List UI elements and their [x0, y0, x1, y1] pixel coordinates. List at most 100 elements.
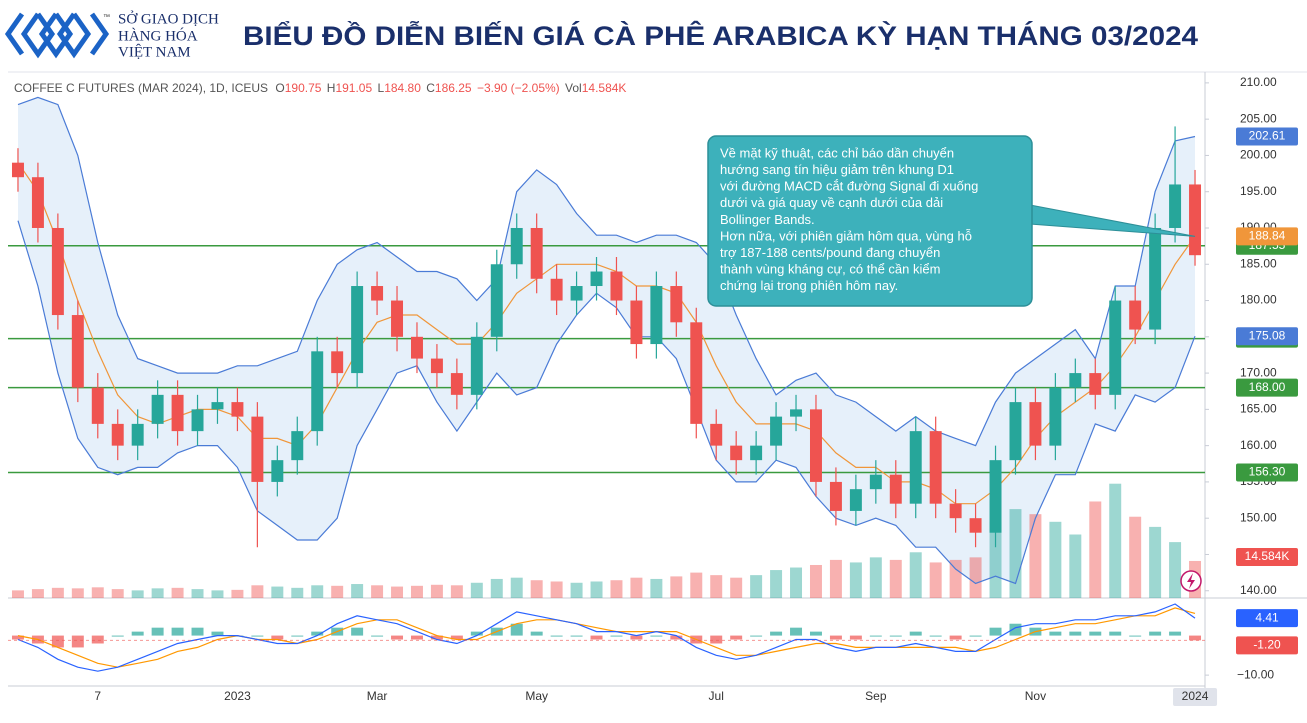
annotation-text: thành vùng kháng cự, có thể cần kiểm [720, 262, 940, 277]
volume-bar [31, 589, 44, 598]
candle-body [710, 423, 723, 446]
candle-body [650, 286, 663, 345]
macd-line [17, 603, 1196, 672]
macd-histogram-bar [710, 635, 723, 644]
candle-body [869, 474, 882, 490]
candle-body [71, 315, 84, 388]
macd-histogram-bar [550, 635, 563, 637]
candle-body [750, 445, 763, 461]
volume-bar [809, 564, 822, 598]
volume-bar [231, 589, 244, 598]
candle-body [351, 286, 364, 374]
volume-bar [71, 588, 84, 598]
x-tick-label: 2023 [224, 689, 251, 703]
candle-body [969, 518, 982, 533]
macd-histogram-bar [949, 635, 962, 640]
candle-body [1189, 184, 1202, 256]
macd-histogram-bar [271, 635, 284, 640]
volume-bar [131, 590, 144, 598]
replay-icon[interactable] [1180, 570, 1202, 592]
macd-histogram-bar [1169, 631, 1182, 636]
candle-body [91, 387, 104, 424]
candle-body [111, 423, 124, 446]
macd-histogram-bar [131, 631, 144, 636]
annotation-text: hướng sang tín hiệu giảm trên khung D1 [720, 162, 954, 177]
annotation-box [707, 135, 1033, 307]
candle-body [171, 394, 184, 432]
candle-body [829, 481, 842, 511]
candle-body [849, 489, 862, 511]
volume-bar [1109, 483, 1122, 598]
macd-histogram-bar [1049, 631, 1062, 636]
candle-body [730, 445, 743, 461]
candle-body [889, 474, 902, 504]
legend-value: 190.75 [285, 81, 322, 95]
volume-bar [909, 552, 922, 598]
volume-bar [1169, 542, 1182, 598]
volume-bar [630, 577, 643, 598]
candle-body [1089, 373, 1102, 395]
legend-key: L [378, 81, 385, 95]
annotation-text: Về mặt kỹ thuật, các chỉ báo dần chuyển [720, 145, 954, 160]
macd-histogram-bar [570, 635, 583, 637]
logo-trademark: ™ [103, 14, 110, 21]
volume-bar [989, 521, 1002, 598]
volume-bar [790, 567, 803, 598]
candle-body [11, 162, 24, 178]
macd-histogram-bar [730, 635, 743, 640]
volume-bar [1149, 526, 1162, 598]
volume-bar [490, 578, 503, 598]
macd-histogram-bar [91, 635, 104, 644]
volume-bar [570, 582, 583, 598]
volume-bar [869, 557, 882, 598]
macd-histogram-bar [1009, 623, 1022, 636]
macd-histogram-bar [809, 631, 822, 636]
candle-body [331, 351, 344, 374]
volume-bar [770, 570, 783, 598]
plot-layer: 72023MarMayJulSepNov2024140.00145.00150.… [8, 75, 1298, 706]
volume-bar [969, 557, 982, 598]
volume-bar [151, 588, 164, 598]
macd-histogram-bar [630, 635, 643, 640]
candle-body [1149, 227, 1162, 330]
volume-bar [430, 584, 443, 598]
candle-body [790, 409, 803, 417]
macd-histogram-bar [969, 635, 982, 637]
x-tick-label: Jul [709, 689, 724, 703]
macd-histogram-bar [311, 631, 324, 636]
logo-chevron [4, 12, 25, 56]
candle-body [1009, 402, 1022, 461]
volume-bar [271, 586, 284, 598]
macd-histogram-bar [430, 635, 443, 640]
candle-body [809, 409, 822, 482]
candle-body [371, 286, 384, 301]
price-label-box [1236, 609, 1298, 628]
candle-body [1109, 300, 1122, 395]
macd-histogram-bar [470, 631, 483, 636]
volume-bar [291, 587, 304, 598]
macd-histogram-bar [371, 635, 384, 637]
macd-histogram-bar [410, 635, 423, 640]
volume-bar [670, 576, 683, 598]
price-label: 4.41 [1255, 610, 1279, 624]
page-title: BIỂU ĐỒ DIỄN BIẾN GIÁ CÀ PHÊ ARABICA KỲ … [243, 20, 1198, 51]
volume-bar [171, 587, 184, 598]
volume-bar [949, 559, 962, 598]
price-label: 156.30 [1249, 465, 1286, 479]
candle-body [690, 322, 703, 424]
volume-bar [849, 562, 862, 598]
candle-body [191, 409, 204, 432]
macd-histogram-bar [191, 627, 204, 636]
macd-histogram-bar [770, 631, 783, 636]
volume-bar [750, 575, 763, 598]
price-label-box [1236, 378, 1298, 397]
x-tick-label: 7 [94, 689, 101, 703]
price-label: 188.84 [1249, 229, 1286, 243]
candle-body [291, 431, 304, 461]
candle-body [610, 271, 623, 301]
bollinger-lower [17, 220, 1196, 585]
y-tick-label: 165.00 [1240, 402, 1277, 416]
candle-body [510, 227, 523, 265]
legend-key: H [327, 81, 336, 95]
